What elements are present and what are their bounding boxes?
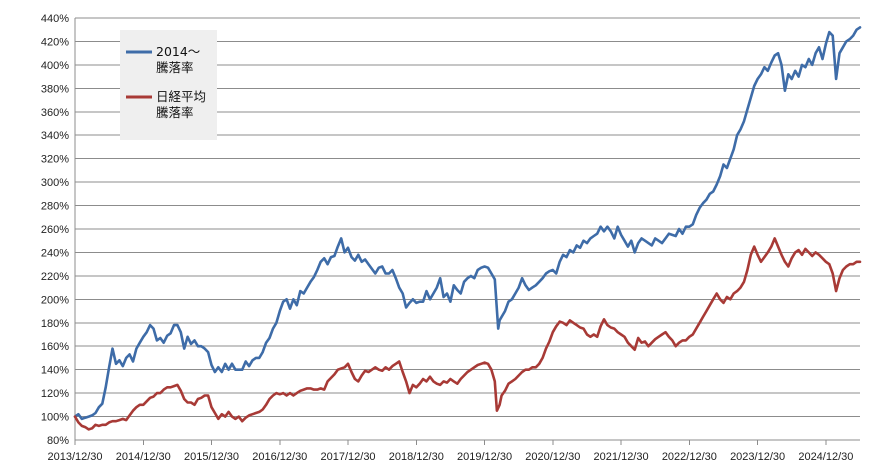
x-axis-ticks: 2013/12/30 2014/12/30 2015/12/30 2016/12/30… (47, 440, 853, 463)
y-tick-label: 80% (47, 435, 69, 447)
legend-box (120, 30, 217, 140)
x-tick-label: 2020/12/30 (525, 451, 580, 463)
y-tick-label: 160% (41, 341, 69, 353)
y-axis-ticks: 80% 100% 120% 140% 160% 180% 200% 220% 240% 260% 2… (41, 13, 69, 447)
y-tick-label: 220% (41, 271, 69, 283)
series-line-1 (73, 26, 862, 421)
x-tick-label: 2017/12/30 (321, 451, 376, 463)
y-tick-label: 320% (41, 154, 69, 166)
x-tick-label: 2021/12/30 (594, 451, 649, 463)
y-tick-label: 380% (41, 83, 69, 95)
x-tick-label: 2018/12/30 (389, 451, 444, 463)
x-tick-label: 2016/12/30 (252, 451, 307, 463)
x-tick-label: 2013/12/30 (47, 451, 102, 463)
y-tick-label: 300% (41, 177, 69, 189)
x-tick-label: 2014/12/30 (116, 451, 171, 463)
y-tick-label: 400% (41, 60, 69, 72)
y-tick-label: 100% (41, 412, 69, 424)
x-tick-label: 2015/12/30 (184, 451, 239, 463)
y-tick-label: 200% (41, 294, 69, 306)
legend-label-1: 騰落率 (156, 60, 194, 75)
legend-label-2: 騰落率 (156, 105, 194, 120)
legend-label-2: 日経平均 (156, 89, 206, 104)
y-tick-label: 440% (41, 13, 69, 25)
x-tick-label: 2023/12/30 (730, 451, 785, 463)
y-tick-label: 340% (41, 130, 69, 142)
x-tick-label: 2024/12/30 (798, 451, 853, 463)
y-tick-label: 360% (41, 107, 69, 119)
y-tick-label: 180% (41, 318, 69, 330)
y-tick-label: 120% (41, 388, 69, 400)
x-tick-label: 2019/12/30 (457, 451, 512, 463)
series-line-2 (73, 237, 862, 431)
legend-label-1: 2014～ (156, 44, 200, 59)
y-tick-label: 240% (41, 247, 69, 259)
series-lines (73, 26, 862, 431)
y-tick-label: 420% (41, 36, 69, 48)
y-tick-label: 280% (41, 201, 69, 213)
y-tick-label: 140% (41, 365, 69, 377)
y-tick-label: 260% (41, 224, 69, 236)
x-tick-label: 2022/12/30 (662, 451, 717, 463)
